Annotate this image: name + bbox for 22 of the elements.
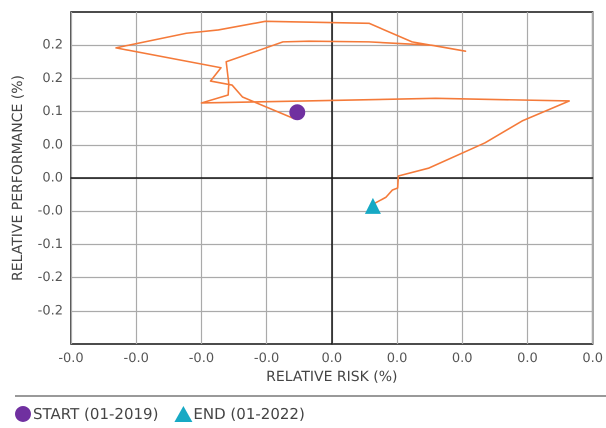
y-tick-label: -0.1 bbox=[38, 236, 63, 252]
y-tick-label: 0.2 bbox=[42, 38, 63, 53]
x-tick-label: 0.0 bbox=[452, 351, 473, 366]
x-tick-label: -0.0 bbox=[58, 351, 84, 366]
x-tick-label: 0.0 bbox=[386, 351, 408, 366]
legend-label: START (01-2019) bbox=[33, 405, 158, 423]
y-tick-label: 0.0 bbox=[42, 170, 63, 186]
x-tick-label: 0.0 bbox=[582, 351, 604, 366]
x-tick-label: 0.0 bbox=[321, 351, 342, 366]
y-tick-label: -0.2 bbox=[38, 270, 63, 286]
y-tick-label: 0.0 bbox=[42, 137, 63, 152]
y-axis-title: RELATIVE PERFORMANCE (%) bbox=[10, 75, 26, 281]
y-tick-label: 0.2 bbox=[42, 70, 63, 86]
legend-label: END (01-2022) bbox=[193, 405, 305, 423]
y-tick-label: -0.2 bbox=[38, 303, 63, 318]
x-tick-label: -0.0 bbox=[124, 351, 149, 366]
x-tick-label: -0.0 bbox=[254, 351, 280, 366]
x-tick-label: -0.0 bbox=[188, 351, 214, 366]
y-tick-label: -0.0 bbox=[38, 204, 63, 219]
x-tick-label: 0.0 bbox=[517, 351, 538, 366]
y-tick-label: 0.1 bbox=[42, 104, 63, 120]
x-axis-title: RELATIVE RISK (%) bbox=[266, 369, 398, 385]
